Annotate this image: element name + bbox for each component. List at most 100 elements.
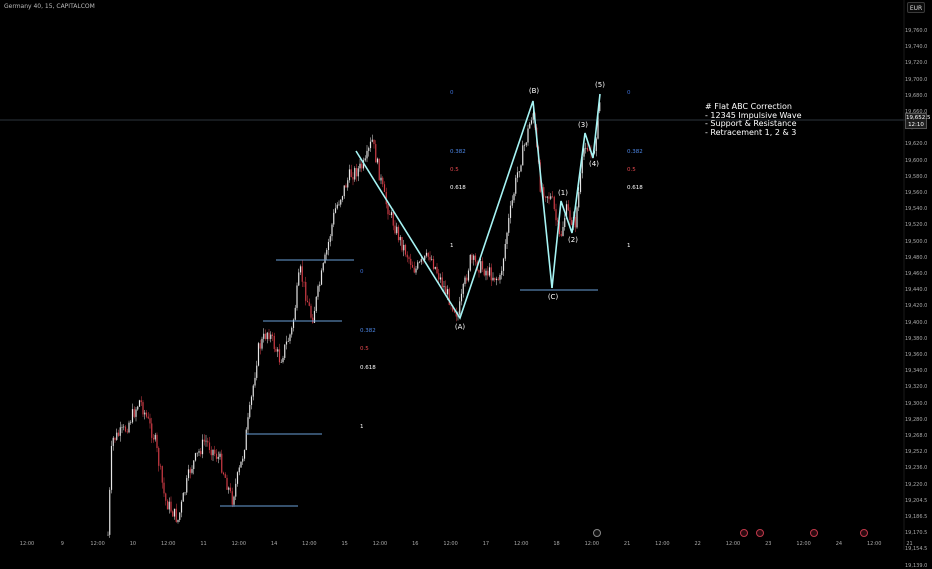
candle-body — [247, 417, 249, 430]
candle-body — [515, 177, 517, 194]
candle-body — [284, 344, 286, 358]
support-resistance-lines — [0, 119, 905, 507]
candle-body — [555, 209, 557, 221]
fib-right-382[interactable]: 0.382 — [627, 149, 643, 155]
wave-label-4[interactable]: (4) — [589, 160, 599, 168]
event-marker-icon[interactable] — [860, 529, 868, 537]
candle-body — [527, 128, 529, 143]
fib-mid-0[interactable]: 0 — [450, 90, 454, 96]
price-axis-label: 19,760.0 — [905, 28, 928, 34]
candle-body — [133, 409, 135, 417]
event-marker-icon[interactable] — [740, 529, 748, 537]
annotation-text[interactable]: # Flat ABC Correction - 12345 Impulsive W… — [705, 102, 802, 138]
candle-body — [294, 307, 296, 320]
time-axis-label: 12:00 — [796, 541, 811, 547]
candle-body — [366, 150, 368, 159]
candle-body — [112, 437, 114, 446]
candle-body — [166, 500, 169, 510]
wave-label-1[interactable]: (1) — [558, 189, 568, 197]
price-axis-label: 19,280.0 — [905, 416, 928, 423]
candle-body — [273, 335, 275, 350]
wave-label-b[interactable]: (B) — [528, 87, 540, 95]
candle-body — [574, 216, 576, 228]
wave-label-c[interactable]: (C) — [547, 293, 559, 301]
wave-label-3[interactable]: (3) — [578, 121, 588, 129]
price-axis-label: 19,440.0 — [905, 287, 928, 294]
candle-body — [532, 113, 534, 121]
candle-body — [282, 357, 284, 362]
candle-body — [420, 259, 422, 262]
candle-body — [373, 139, 375, 145]
price-chart[interactable] — [0, 0, 932, 550]
event-marker-icon[interactable] — [810, 529, 818, 537]
candle-body — [406, 254, 408, 258]
fib-left-618[interactable]: 0.618 — [360, 365, 376, 371]
wave-label-a[interactable]: (A) — [454, 323, 466, 331]
candle-body — [485, 270, 487, 276]
candle-body — [154, 434, 156, 440]
candle-body — [303, 281, 305, 283]
candle-body — [492, 277, 494, 281]
candle-body — [336, 204, 338, 209]
price-axis-label: 19,186.5 — [905, 514, 928, 520]
candle-body — [551, 196, 554, 197]
candle-body — [460, 293, 463, 302]
candle-body — [436, 267, 438, 274]
candle-body — [404, 244, 407, 255]
price-axis-label: 19,360.0 — [905, 352, 928, 358]
currency-button[interactable]: EUR — [907, 2, 925, 13]
candle-body — [275, 349, 277, 352]
candle-body — [434, 267, 436, 269]
candle-body — [509, 205, 512, 218]
candle-body — [371, 139, 373, 142]
fib-mid-1[interactable]: 1 — [450, 243, 454, 249]
candle-body — [474, 255, 477, 262]
fib-mid-618[interactable]: 0.618 — [450, 185, 466, 191]
candle-body — [334, 208, 337, 213]
wave-label-5[interactable]: (5) — [595, 81, 605, 89]
candle-body — [193, 460, 195, 470]
fib-left-05[interactable]: 0.5 — [360, 346, 369, 352]
candle-body — [151, 423, 153, 438]
fib-right-618[interactable]: 0.618 — [627, 185, 643, 191]
candle-body — [546, 196, 548, 198]
candle-body — [553, 196, 555, 210]
price-axis-label: 19,380.0 — [905, 335, 928, 342]
candle-body — [235, 483, 237, 497]
fib-left-1[interactable]: 1 — [360, 424, 364, 430]
candle-body — [224, 474, 226, 478]
candle-body — [170, 501, 172, 512]
candle-body — [319, 284, 321, 287]
candle-body — [184, 492, 186, 494]
fib-left-0[interactable]: 0 — [360, 269, 364, 275]
fib-mid-382[interactable]: 0.382 — [450, 149, 466, 155]
candle-body — [291, 327, 293, 335]
fib-right-1[interactable]: 1 — [627, 243, 631, 249]
candle-body — [140, 400, 142, 403]
candle-body — [383, 184, 386, 192]
candle-body — [212, 449, 214, 456]
candle-body — [252, 385, 254, 397]
fib-right-05[interactable]: 0.5 — [627, 167, 636, 173]
time-axis-label: 12:00 — [725, 541, 741, 547]
candle-body — [278, 349, 281, 363]
event-marker-icon[interactable] — [756, 529, 764, 537]
candle-body — [231, 491, 233, 505]
fib-left-382[interactable]: 0.382 — [360, 328, 376, 334]
candle-body — [378, 158, 380, 181]
candlestick-series — [107, 102, 601, 538]
candle-body — [186, 478, 188, 493]
candle-body — [135, 409, 137, 417]
time-axis-label: 18 — [553, 541, 560, 547]
candle-body — [588, 150, 590, 152]
candle-body — [326, 250, 328, 255]
fib-mid-05[interactable]: 0.5 — [450, 167, 459, 173]
candle-body — [488, 267, 491, 276]
wave-label-2[interactable]: (2) — [568, 236, 578, 244]
fib-right-0[interactable]: 0 — [627, 90, 631, 96]
candle-body — [130, 422, 132, 423]
event-marker-icon[interactable] — [593, 529, 601, 537]
price-axis-label: 19,268.0 — [905, 433, 928, 439]
candle-body — [418, 261, 421, 263]
elliott-wave-lines[interactable] — [355, 93, 601, 320]
